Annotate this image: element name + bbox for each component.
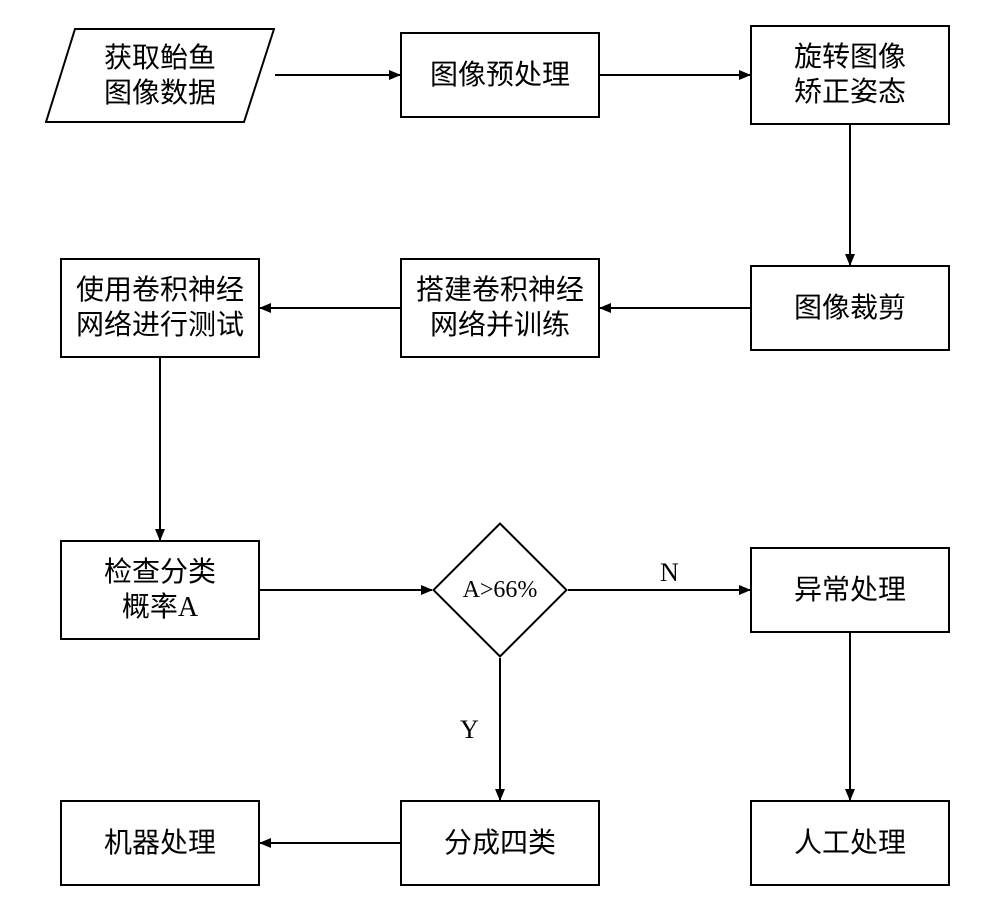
- node-label: 获取鲐鱼 图像数据: [104, 41, 216, 111]
- node-label: 旋转图像 矫正姿态: [794, 40, 906, 110]
- node-n9: 异常处理: [750, 547, 950, 633]
- node-n7: 检查分类 概率A: [60, 540, 260, 640]
- node-label: A>66%: [463, 577, 538, 604]
- node-n11: 机器处理: [60, 800, 260, 886]
- node-label: 分成四类: [444, 826, 556, 861]
- node-label: 机器处理: [104, 826, 216, 861]
- node-label: 搭建卷积神经 网络并训练: [416, 273, 584, 343]
- node-n12: 人工处理: [750, 800, 950, 886]
- node-label: 人工处理: [794, 826, 906, 861]
- flowchart-canvas: 获取鲐鱼 图像数据 图像预处理 旋转图像 矫正姿态图像裁剪 搭建卷积神经 网络并训练 使…: [0, 0, 1000, 913]
- node-n8: A>66%: [452, 542, 548, 638]
- node-n10: 分成四类: [400, 800, 600, 886]
- node-n4: 图像裁剪: [750, 265, 950, 351]
- edge-label-N: N: [660, 558, 679, 588]
- node-label: 检查分类 概率A: [104, 555, 216, 625]
- node-n6: 使用卷积神经 网络进行测试: [60, 258, 260, 358]
- edge-label-Y: Y: [460, 715, 479, 745]
- node-label: 异常处理: [794, 573, 906, 608]
- node-n2: 图像预处理: [400, 32, 600, 118]
- node-label: 使用卷积神经 网络进行测试: [76, 273, 244, 343]
- node-n5: 搭建卷积神经 网络并训练: [400, 258, 600, 358]
- edges-layer: [0, 0, 1000, 913]
- node-label: 图像裁剪: [794, 291, 906, 326]
- node-n1: 获取鲐鱼 图像数据: [45, 28, 275, 123]
- node-label: 图像预处理: [430, 58, 570, 93]
- node-n3: 旋转图像 矫正姿态: [750, 25, 950, 125]
